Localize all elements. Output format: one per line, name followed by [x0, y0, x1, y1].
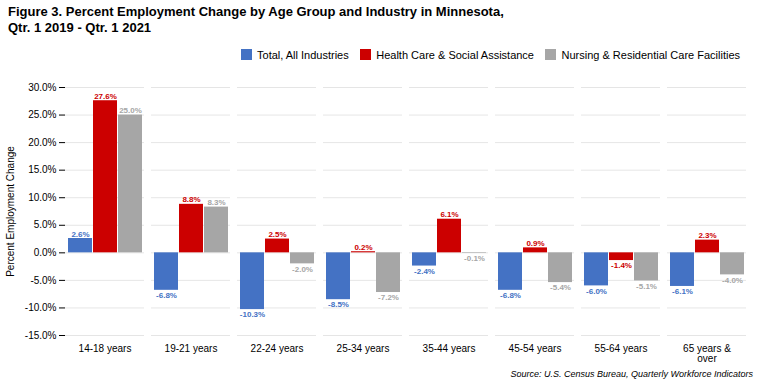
svg-text:22-24 years: 22-24 years — [251, 342, 304, 353]
svg-text:6.1%: 6.1% — [440, 210, 458, 219]
svg-text:25.0%: 25.0% — [119, 106, 142, 115]
svg-text:65 years &over: 65 years &over — [683, 342, 731, 363]
svg-text:30.0%: 30.0% — [28, 81, 56, 92]
svg-text:-7.2%: -7.2% — [378, 293, 399, 302]
html-text:Nursing & Residential Care Fac: Nursing & Residential Care Facilities — [561, 48, 740, 61]
html-text:Qtr. 1 2019 - Qtr. 1 2021: Qtr. 1 2019 - Qtr. 1 2021 — [8, 20, 152, 35]
svg-text:0.0%: 0.0% — [34, 247, 57, 258]
svg-text:-15.0%: -15.0% — [25, 329, 57, 340]
html-text:Source: U.S. Census Bureau, Qu: Source: U.S. Census Bureau, Quarterly Wo… — [510, 368, 753, 379]
svg-text:-0.1%: -0.1% — [464, 254, 485, 263]
svg-text:-5.0%: -5.0% — [30, 274, 56, 285]
svg-text:-1.4%: -1.4% — [611, 261, 632, 270]
svg-text:25-34 years: 25-34 years — [337, 342, 390, 353]
svg-text:25.0%: 25.0% — [28, 109, 56, 120]
html-text:Health Care & Social Assistanc: Health Care & Social Assistance — [376, 48, 534, 61]
svg-text:-8.5%: -8.5% — [328, 300, 349, 309]
svg-text:-6.8%: -6.8% — [500, 290, 521, 299]
svg-text:-6.0%: -6.0% — [586, 286, 607, 295]
svg-text:20.0%: 20.0% — [28, 136, 56, 147]
svg-text:2.6%: 2.6% — [71, 229, 89, 238]
svg-text:55-64 years: 55-64 years — [595, 342, 648, 353]
html-text:Total, All Industries: Total, All Industries — [257, 48, 349, 61]
svg-text:0.9%: 0.9% — [526, 238, 544, 247]
svg-text:15.0%: 15.0% — [28, 164, 56, 175]
svg-text:5.0%: 5.0% — [34, 219, 57, 230]
html-text:Figure 3. Percent Employment C: Figure 3. Percent Employment Change by A… — [8, 4, 504, 19]
svg-text:-5.4%: -5.4% — [550, 283, 571, 292]
svg-text:2.3%: 2.3% — [698, 231, 716, 240]
svg-text:8.3%: 8.3% — [207, 198, 225, 207]
svg-text:8.8%: 8.8% — [182, 195, 200, 204]
svg-text:-10.0%: -10.0% — [25, 302, 57, 313]
svg-text:0.2%: 0.2% — [354, 242, 372, 251]
svg-text:Percent Employment Change: Percent Employment Change — [5, 145, 16, 276]
svg-text:45-54 years: 45-54 years — [509, 342, 562, 353]
svg-text:27.6%: 27.6% — [94, 91, 117, 100]
svg-text:14-18 years: 14-18 years — [79, 342, 132, 353]
svg-text:-2.4%: -2.4% — [414, 266, 435, 275]
svg-text:-5.1%: -5.1% — [636, 281, 657, 290]
svg-text:35-44 years: 35-44 years — [423, 342, 476, 353]
svg-text:-6.1%: -6.1% — [672, 287, 693, 296]
svg-text:-2.0%: -2.0% — [292, 264, 313, 273]
svg-text:-4.0%: -4.0% — [722, 275, 743, 284]
svg-text:2.5%: 2.5% — [268, 230, 286, 239]
svg-text:-6.8%: -6.8% — [156, 290, 177, 299]
svg-text:-10.3%: -10.3% — [240, 310, 265, 319]
svg-text:19-21 years: 19-21 years — [165, 342, 218, 353]
svg-text:10.0%: 10.0% — [28, 191, 56, 202]
